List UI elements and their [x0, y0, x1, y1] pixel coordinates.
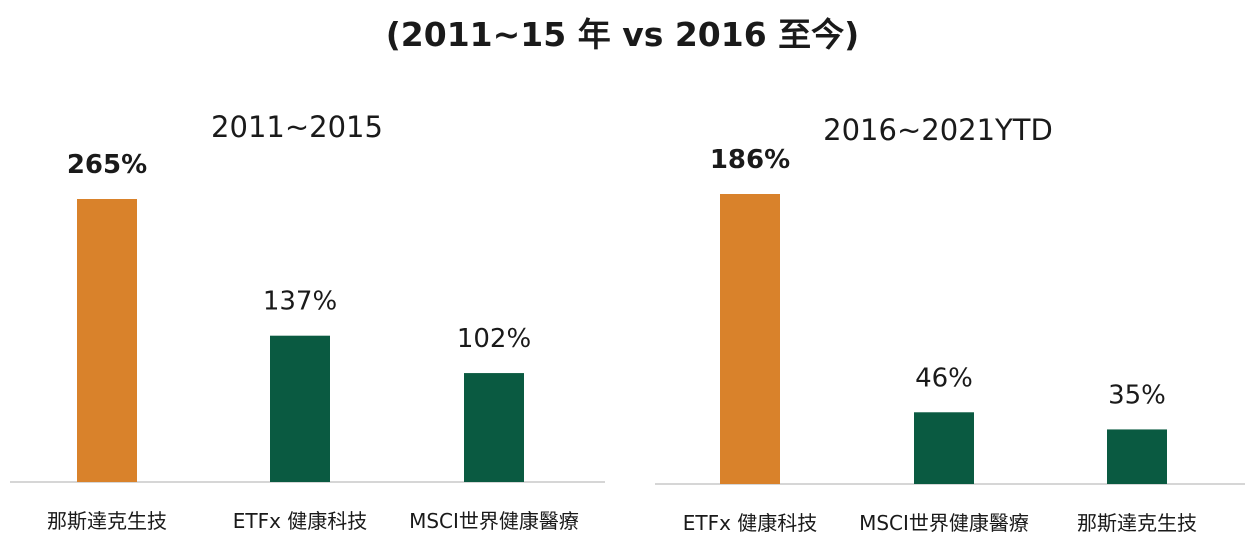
bar — [77, 199, 137, 482]
category-label: ETFx 健康科技 — [683, 511, 818, 535]
category-label: ETFx 健康科技 — [233, 509, 368, 533]
bar — [914, 412, 974, 484]
bar — [270, 335, 330, 482]
bar — [1107, 429, 1167, 484]
category-label: 那斯達克生技 — [1077, 511, 1197, 535]
category-label: 那斯達克生技 — [47, 509, 167, 533]
bar — [720, 194, 780, 484]
value-label: 186% — [710, 145, 790, 175]
page-title: (2011~15 年 vs 2016 至今) — [385, 15, 860, 54]
value-label: 137% — [263, 287, 337, 317]
chart-title: 2016~2021YTD — [823, 113, 1053, 147]
chart-2011-2015: 2011~2015 265% 那斯達克生技 137% ETFx 健康科技 102% MSCI… — [10, 110, 605, 533]
chart-2016-2021ytd: 2016~2021YTD 186% ETFx 健康科技 46% MSCI世界健康醫療 35… — [655, 113, 1245, 535]
value-label: 102% — [457, 324, 531, 354]
value-label: 35% — [1108, 380, 1166, 410]
bar — [464, 373, 524, 482]
value-label: 46% — [915, 363, 973, 393]
chart-title: 2011~2015 — [211, 110, 383, 144]
value-label: 265% — [67, 150, 147, 180]
category-label: MSCI世界健康醫療 — [409, 509, 579, 533]
category-label: MSCI世界健康醫療 — [859, 511, 1029, 535]
